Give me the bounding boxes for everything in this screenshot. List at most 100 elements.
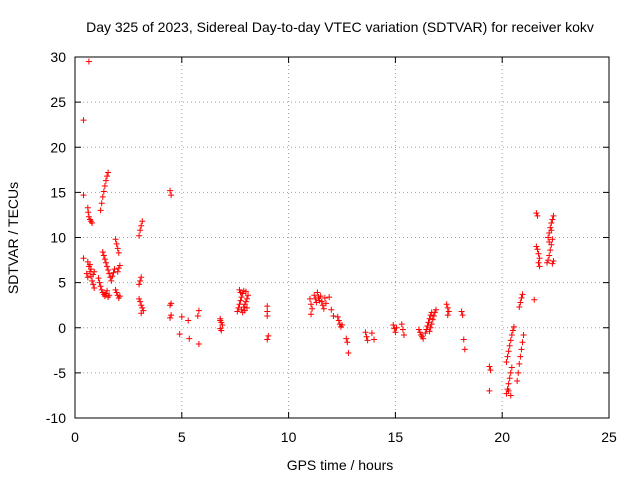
- data-point: [237, 289, 244, 296]
- data-point: [536, 263, 543, 270]
- data-point: [368, 330, 375, 337]
- data-point: [186, 335, 193, 342]
- data-point: [312, 295, 319, 302]
- data-point: [89, 220, 96, 227]
- data-point: [459, 312, 466, 319]
- data-point: [308, 311, 315, 318]
- data-point: [83, 270, 90, 277]
- x-tick-label: 20: [494, 429, 510, 445]
- data-point: [518, 294, 525, 301]
- data-point: [241, 301, 248, 308]
- data-point: [104, 173, 111, 180]
- data-point: [420, 335, 427, 342]
- data-point: [416, 329, 423, 336]
- data-point: [546, 239, 553, 246]
- data-point: [176, 331, 183, 338]
- data-point: [245, 292, 252, 299]
- data-point: [217, 317, 224, 324]
- data-point: [504, 353, 511, 360]
- data-point: [108, 277, 115, 284]
- data-point: [139, 304, 146, 311]
- data-point: [430, 313, 437, 320]
- data-point: [461, 346, 468, 353]
- data-point: [113, 240, 120, 247]
- data-point: [531, 296, 538, 303]
- data-point: [400, 331, 407, 338]
- data-point: [432, 306, 439, 313]
- data-point: [427, 312, 434, 319]
- data-point: [235, 304, 242, 311]
- data-point: [113, 289, 120, 296]
- data-point: [167, 187, 174, 194]
- data-point: [535, 250, 542, 257]
- data-point: [242, 288, 249, 295]
- data-point: [137, 227, 144, 234]
- data-point: [137, 277, 144, 284]
- data-point: [112, 286, 119, 293]
- data-point: [326, 294, 333, 301]
- data-point: [425, 319, 432, 326]
- data-point: [138, 222, 145, 229]
- data-point: [426, 328, 433, 335]
- data-point: [424, 322, 431, 329]
- data-point: [116, 293, 123, 300]
- data-point: [428, 321, 435, 328]
- data-point: [105, 266, 112, 273]
- data-point: [549, 236, 556, 243]
- data-point: [167, 314, 174, 321]
- data-point: [116, 262, 123, 269]
- y-tick-label: -10: [46, 410, 66, 426]
- data-point: [508, 364, 515, 371]
- data-point: [399, 326, 406, 333]
- data-point: [114, 245, 121, 252]
- data-point: [509, 327, 516, 334]
- data-point: [514, 377, 521, 384]
- data-point: [138, 310, 145, 317]
- data-point: [178, 313, 185, 320]
- data-point: [99, 193, 106, 200]
- data-point: [423, 326, 430, 333]
- data-point: [536, 255, 543, 262]
- data-point: [311, 292, 318, 299]
- data-point: [549, 260, 556, 267]
- data-point: [510, 323, 517, 330]
- data-point: [97, 283, 104, 290]
- data-point: [545, 257, 552, 264]
- data-point: [96, 279, 103, 286]
- data-point: [548, 220, 555, 227]
- data-point: [320, 305, 327, 312]
- data-point: [138, 274, 145, 281]
- data-point: [80, 255, 87, 262]
- data-point: [544, 259, 551, 266]
- data-point: [85, 213, 92, 220]
- data-point: [136, 232, 143, 239]
- data-point: [460, 336, 467, 343]
- data-point: [398, 321, 405, 328]
- data-point: [168, 192, 175, 199]
- data-point: [102, 177, 109, 184]
- data-point: [533, 243, 540, 250]
- data-point: [105, 169, 112, 176]
- data-point: [234, 308, 241, 315]
- data-point: [185, 317, 192, 324]
- data-point: [505, 348, 512, 355]
- data-point: [195, 340, 202, 347]
- data-point: [115, 265, 122, 272]
- data-point: [104, 263, 111, 270]
- data-point: [321, 294, 328, 301]
- data-point: [98, 200, 105, 207]
- data-point: [80, 117, 87, 124]
- data-point: [219, 322, 226, 329]
- data-point: [518, 346, 525, 353]
- data-point: [102, 290, 109, 297]
- y-axis-ticks: -10 -5 0 5 10 15 20 25 30: [46, 49, 609, 426]
- data-point: [99, 248, 106, 255]
- data-point: [138, 302, 145, 309]
- data-point: [195, 307, 202, 314]
- data-point: [422, 330, 429, 337]
- data-point: [136, 281, 143, 288]
- x-tick-label: 25: [601, 429, 617, 445]
- data-point: [519, 339, 526, 346]
- data-point: [392, 329, 399, 336]
